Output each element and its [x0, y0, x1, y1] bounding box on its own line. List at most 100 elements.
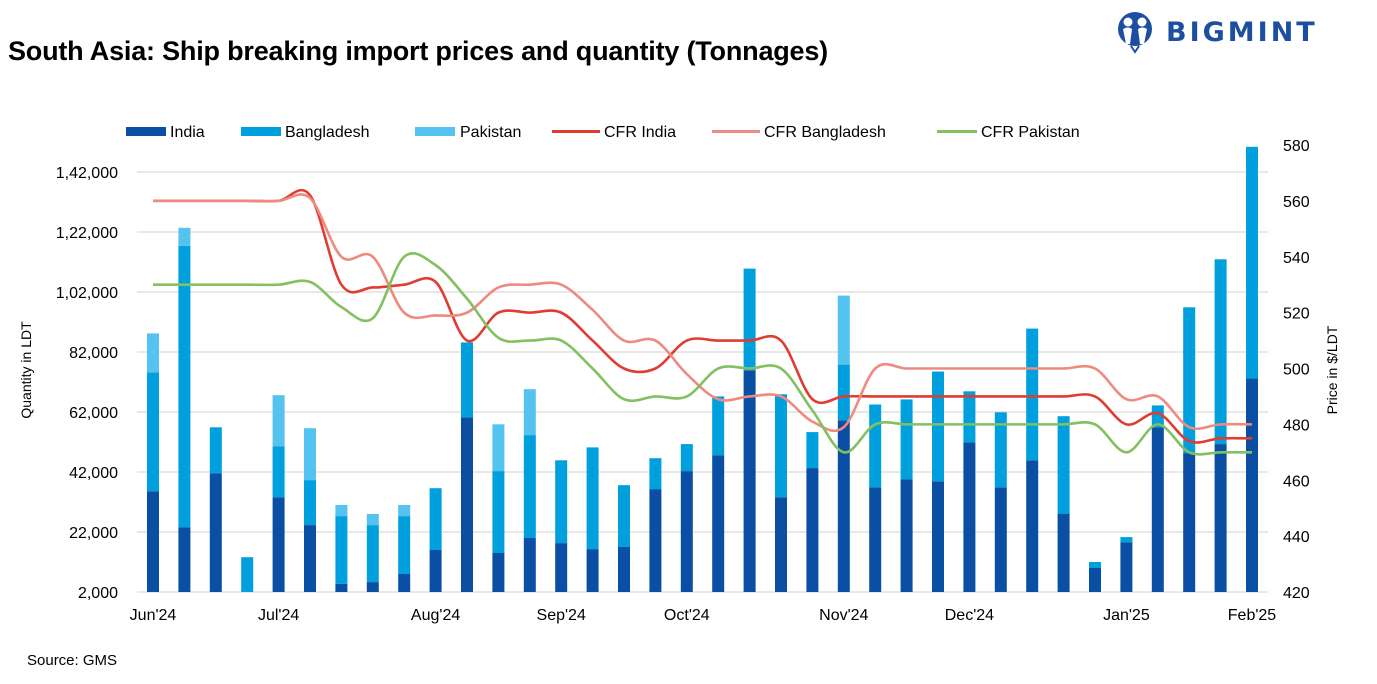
bar-bangladesh-2: [209, 427, 222, 474]
bar-pakistan-4: [272, 395, 285, 447]
bar-india-7: [366, 582, 379, 592]
bar-india-25: [932, 481, 944, 592]
bar-bangladesh-6: [335, 516, 348, 584]
y-left-tick-label: 1,02,000: [56, 285, 118, 302]
line-cfr-bangladesh: [152, 193, 1253, 433]
bar-india-32: [1151, 427, 1164, 592]
bar-india-28: [1026, 460, 1039, 592]
bar-pakistan-6: [335, 505, 348, 517]
bar-bangladesh-11: [492, 471, 505, 553]
bar-india-9: [429, 550, 442, 592]
bar-pakistan-11: [492, 424, 505, 472]
bar-bangladesh-5: [304, 480, 316, 526]
bar-india-0: [147, 491, 159, 592]
y-left-tick-label: 1,22,000: [56, 225, 118, 242]
bigmint-logo: BIGMINT: [1116, 10, 1318, 54]
legend-label: CFR India: [604, 124, 676, 141]
bar-bangladesh-17: [680, 444, 693, 472]
y-left-tick-label: 2,000: [78, 585, 118, 602]
bar-india-1: [178, 527, 191, 592]
legend-label: Pakistan: [460, 124, 521, 141]
bar-bangladesh-15: [618, 485, 630, 547]
bar-india-34: [1214, 444, 1227, 592]
bar-bangladesh-28: [1026, 328, 1039, 461]
bar-bangladesh-9: [429, 488, 442, 550]
legend-swatch: [415, 127, 455, 136]
bar-pakistan-0: [147, 333, 159, 373]
bar-pakistan-7: [366, 514, 379, 526]
bar-bangladesh-35: [1246, 146, 1258, 379]
bar-bangladesh-4: [272, 446, 285, 498]
bar-india-33: [1183, 453, 1196, 592]
y-left-tick-label: 1,42,000: [56, 165, 118, 182]
bar-india-23: [869, 487, 882, 592]
bar-india-18: [712, 455, 725, 592]
bar-bangladesh-26: [963, 391, 976, 443]
y-right-tick-label: 440: [1283, 529, 1310, 546]
bar-pakistan-8: [398, 505, 411, 517]
bar-india-31: [1120, 542, 1133, 592]
source-note: Source: GMS: [27, 652, 118, 669]
x-tick-label: Jan'25: [1103, 607, 1150, 624]
bar-bangladesh-1: [178, 245, 191, 528]
y-left-tick-label: 42,000: [69, 465, 118, 482]
bar-bangladesh-29: [1057, 416, 1070, 514]
legend-label: Bangladesh: [285, 124, 370, 141]
x-tick-label: Jun'24: [130, 607, 177, 624]
bar-bangladesh-14: [586, 447, 599, 550]
bar-india-27: [994, 487, 1007, 592]
chart-title: South Asia: Ship breaking import prices …: [8, 36, 828, 66]
bar-india-21: [806, 468, 819, 592]
y-right-tick-label: 580: [1283, 138, 1310, 155]
bar-bangladesh-0: [147, 372, 159, 492]
bar-india-24: [900, 479, 913, 592]
legend-label: CFR Bangladesh: [764, 124, 886, 141]
bar-bangladesh-13: [555, 460, 568, 544]
bar-india-12: [523, 538, 536, 592]
bar-india-17: [680, 471, 693, 592]
bar-bangladesh-21: [806, 432, 819, 469]
y-right-axis-title: Price in $/LDT: [1324, 325, 1340, 414]
bar-bangladesh-16: [649, 458, 662, 490]
y-left-tick-label: 82,000: [69, 345, 118, 362]
line-cfr-pakistan: [152, 252, 1252, 456]
bar-india-2: [209, 473, 222, 592]
bar-bangladesh-20: [775, 394, 787, 498]
bar-bangladesh-25: [932, 371, 944, 482]
y-right-tick-label: 540: [1283, 250, 1310, 267]
bar-india-19: [743, 370, 756, 592]
bar-india-29: [1057, 514, 1070, 592]
bar-india-10: [461, 417, 473, 592]
bar-bangladesh-30: [1089, 562, 1101, 568]
bar-pakistan-12: [523, 389, 536, 436]
bar-bangladesh-18: [712, 396, 725, 456]
bar-india-8: [398, 574, 411, 592]
x-tick-label: Dec'24: [945, 607, 994, 624]
bar-india-35: [1246, 378, 1258, 592]
bar-pakistan-5: [304, 428, 316, 481]
legend-swatch: [126, 127, 166, 136]
x-tick-label: Sep'24: [537, 607, 586, 624]
x-tick-label: Aug'24: [411, 607, 460, 624]
bar-bangladesh-24: [900, 399, 913, 480]
bar-bangladesh-10: [461, 342, 473, 418]
bar-bangladesh-19: [743, 268, 756, 371]
bar-india-5: [304, 525, 316, 592]
bar-bangladesh-34: [1214, 259, 1227, 445]
y-left-axis-title: Quantity in LDT: [18, 321, 34, 419]
bar-bangladesh-8: [398, 516, 411, 574]
legend-swatch: [241, 127, 281, 136]
bar-india-4: [272, 497, 285, 592]
bigmint-logo-text: BIGMINT: [1166, 16, 1318, 48]
bar-india-20: [775, 497, 787, 592]
bar-bangladesh-27: [994, 412, 1007, 488]
y-right-tick-label: 420: [1283, 585, 1310, 602]
bar-india-11: [492, 553, 505, 592]
x-tick-label: Feb'25: [1228, 607, 1277, 624]
x-tick-label: Jul'24: [258, 607, 299, 624]
line-cfr-india: [152, 188, 1253, 444]
y-right-tick-label: 500: [1283, 362, 1310, 379]
bigmint-logo-icon: [1118, 12, 1152, 54]
y-left-tick-label: 22,000: [69, 525, 118, 542]
